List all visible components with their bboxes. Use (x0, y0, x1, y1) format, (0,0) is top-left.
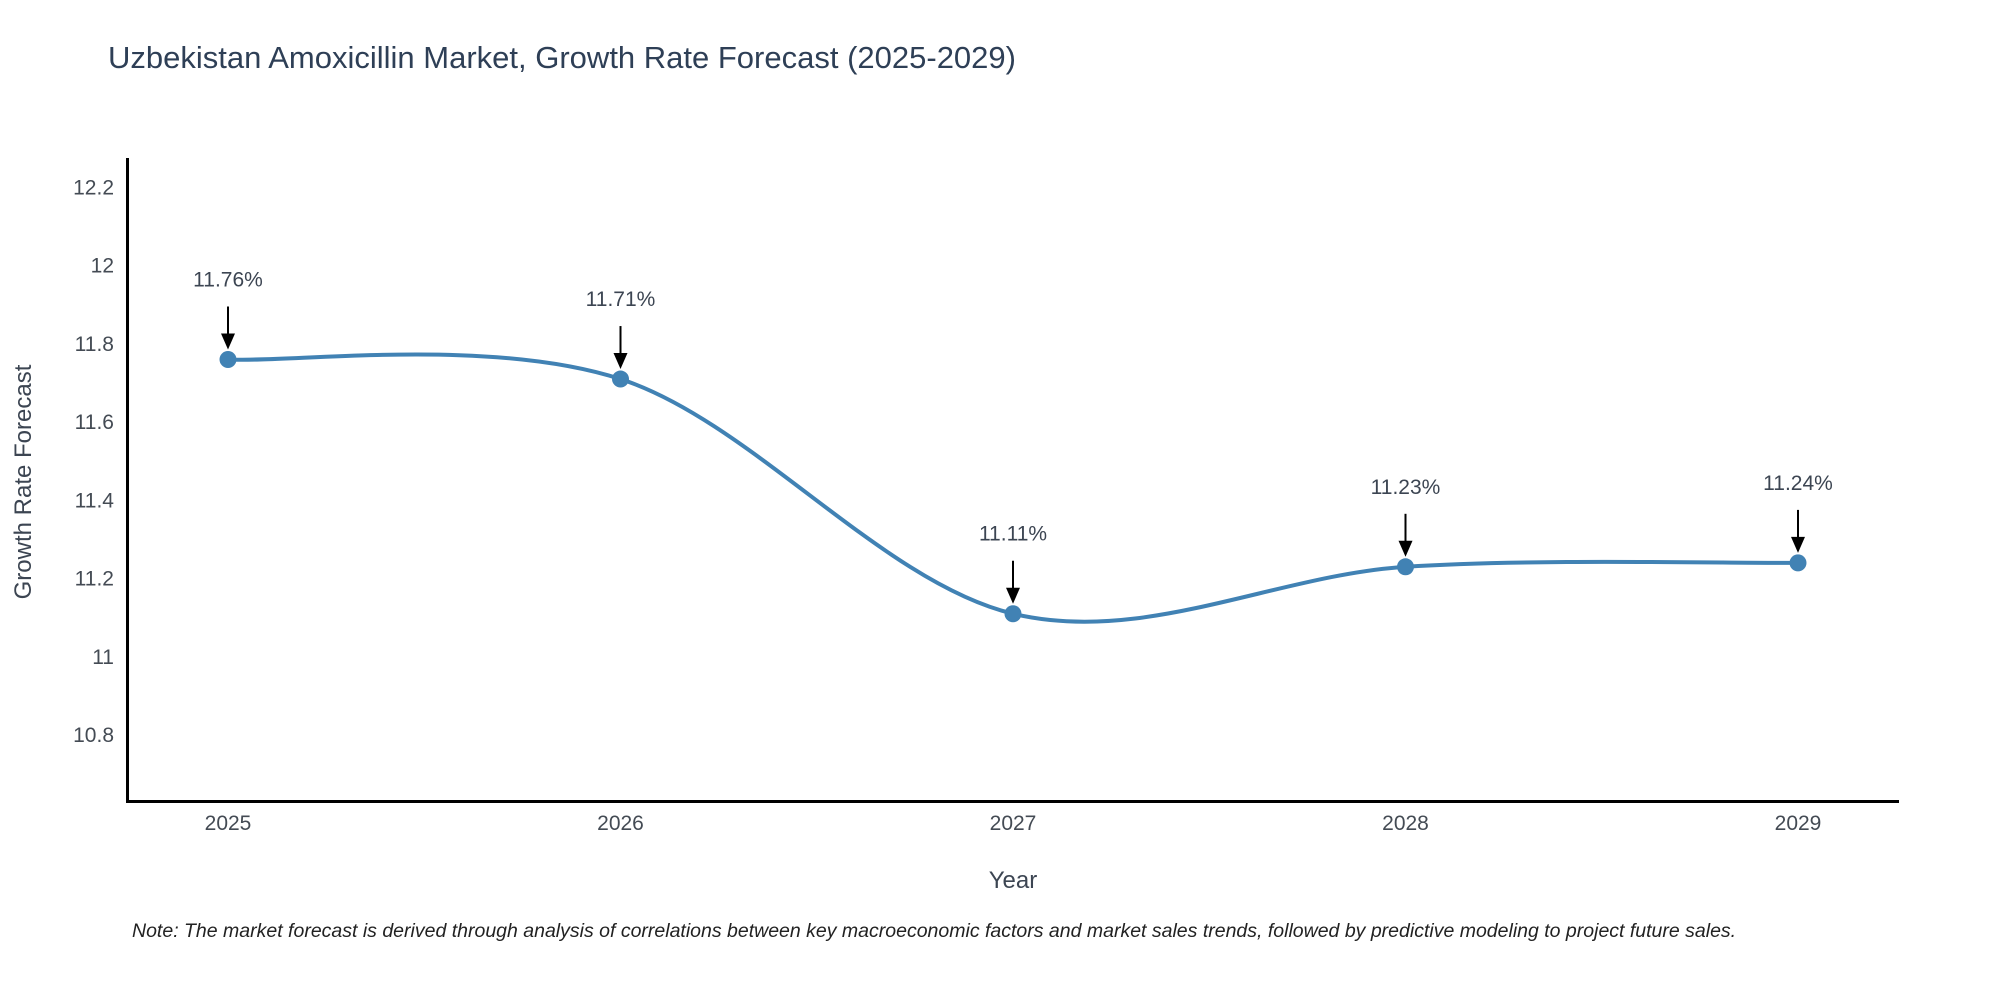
y-tick-label: 11.8 (75, 333, 114, 356)
chart-footnote: Note: The market forecast is derived thr… (132, 920, 1737, 942)
x-axis-title: Year (989, 867, 1038, 894)
annotation-arrowhead (1398, 540, 1413, 557)
annotation-arrowhead (1006, 587, 1020, 604)
annotation-arrowhead (1791, 536, 1805, 553)
point-value-label: 11.24% (1763, 472, 1833, 495)
y-tick-label: 10.8 (73, 724, 114, 747)
x-tick-label: 2025 (205, 812, 252, 835)
annotation-arrowhead (613, 353, 628, 370)
x-tick-label: 2027 (990, 812, 1037, 835)
data-point[interactable] (612, 370, 629, 388)
y-tick-label: 11.2 (75, 568, 114, 591)
point-value-label: 11.23% (1371, 476, 1441, 499)
annotation-arrowhead (221, 333, 235, 350)
y-axis-title: Growth Rate Forecast (10, 364, 37, 599)
data-point[interactable] (1397, 558, 1414, 576)
y-tick-label: 11.4 (75, 489, 115, 512)
point-value-label: 11.11% (979, 523, 1047, 546)
data-point[interactable] (219, 350, 237, 368)
y-tick-label: 11.6 (75, 411, 114, 434)
x-tick-label: 2026 (597, 812, 644, 835)
y-tick-label: 12 (91, 255, 114, 278)
x-tick-label: 2029 (1775, 812, 1822, 835)
data-point[interactable] (1789, 554, 1807, 572)
data-point[interactable] (1004, 605, 1022, 623)
point-value-label: 11.76% (193, 268, 263, 291)
point-value-label: 11.71% (586, 288, 656, 311)
chart-title: Uzbekistan Amoxicillin Market, Growth Ra… (108, 40, 1016, 75)
y-tick-label: 12.2 (73, 176, 114, 199)
y-tick-label: 11 (92, 646, 114, 669)
x-tick-label: 2028 (1382, 812, 1429, 835)
